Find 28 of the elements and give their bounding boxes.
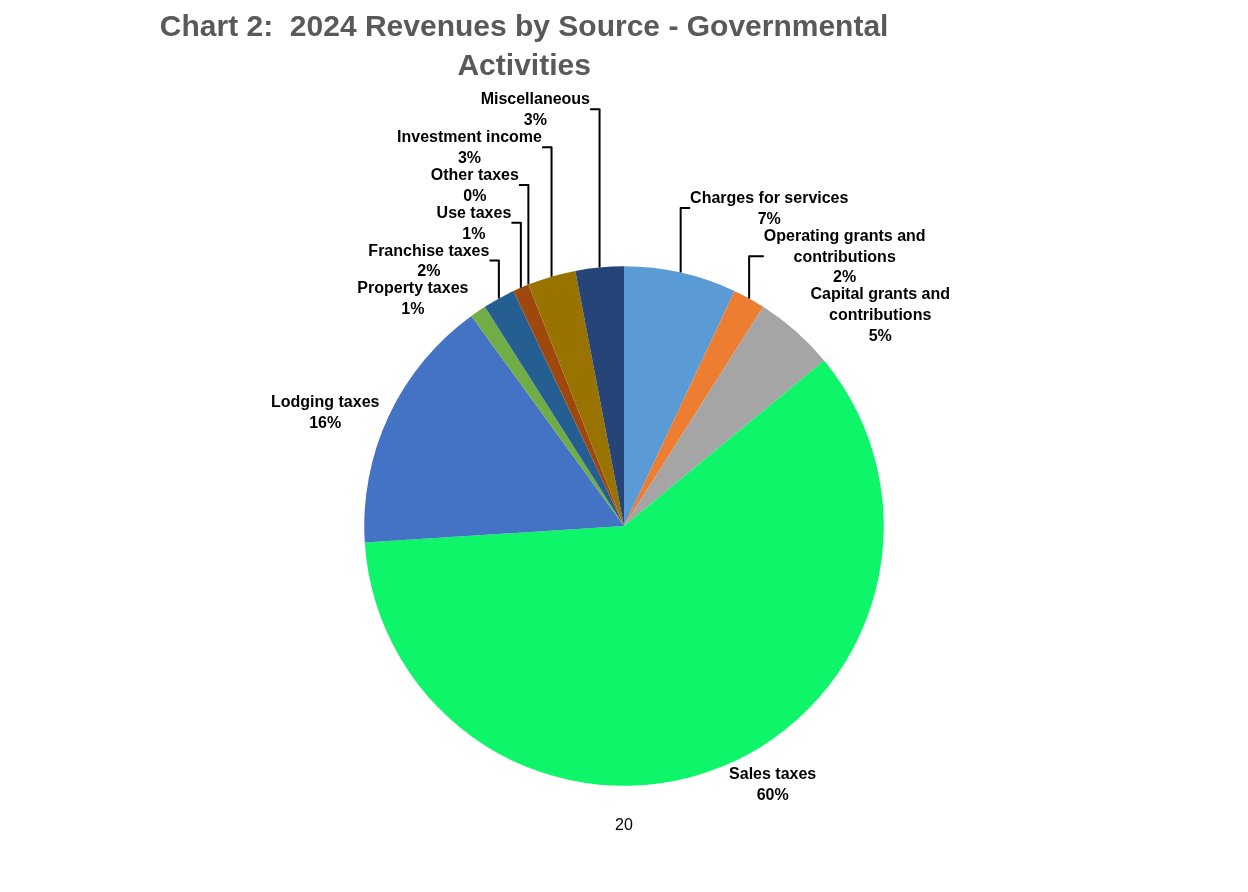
data-label: 2%: [417, 262, 441, 280]
slice-label: Property taxes: [357, 279, 469, 297]
data-label: 1%: [462, 224, 486, 242]
slice-label: Charges for services: [690, 189, 849, 207]
slice-label: Capital grants and contributions: [810, 285, 950, 324]
slice-label: Operating grants and contributions: [763, 226, 926, 265]
slice-label: Franchise taxes: [368, 241, 490, 259]
slice-label: Lodging taxes: [270, 393, 380, 411]
slice-label: Investment income: [397, 128, 543, 146]
data-label: 2%: [833, 268, 857, 286]
data-label: 16%: [309, 413, 342, 431]
chart-title: Chart 2: 2024 Revenues by Source - Governmental Activities: [159, 8, 889, 81]
text: 0%: [463, 186, 487, 204]
text: 20: [615, 816, 633, 833]
data-label: 7%: [757, 209, 781, 227]
pie-slice: [624, 266, 735, 527]
data-label: 3%: [457, 149, 482, 167]
slice-label: Use taxes: [436, 203, 512, 221]
data-label: 60%: [756, 785, 789, 803]
category-label: Other taxes: [430, 166, 519, 184]
pie-slice: [624, 306, 825, 527]
slice-label: Sales taxes: [729, 765, 817, 783]
data-label: 1%: [401, 300, 425, 318]
pie-slice: [528, 270, 624, 527]
data-label: 5%: [868, 327, 892, 345]
data-label: 3%: [523, 111, 547, 129]
pie-slice: [624, 291, 764, 527]
slice-label: Miscellaneous: [480, 90, 591, 108]
